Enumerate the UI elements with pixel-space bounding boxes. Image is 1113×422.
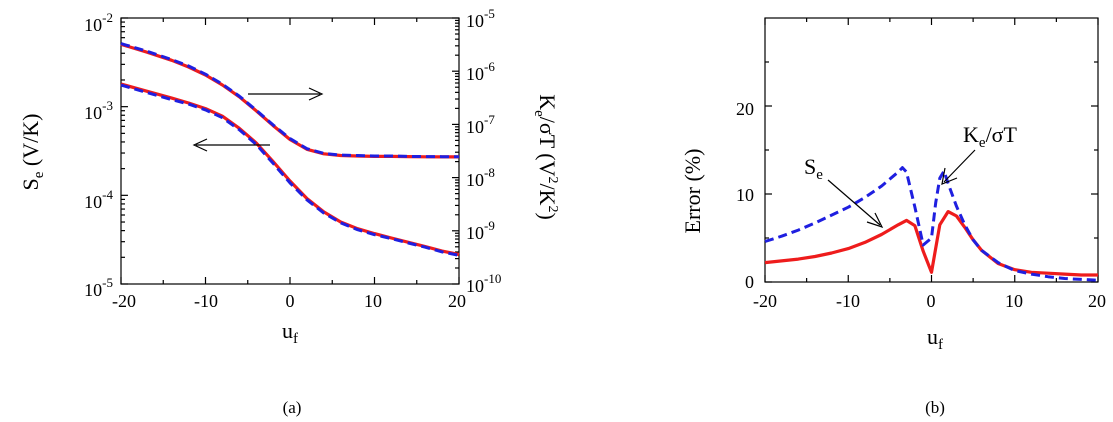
y-tick-label: 20 bbox=[736, 99, 754, 119]
se-annotation-label: Se bbox=[804, 154, 823, 183]
y-right-tick-label: 10-10 bbox=[466, 271, 501, 296]
y-tick-label: 10 bbox=[736, 185, 754, 205]
ke-annotation-arrow bbox=[941, 149, 976, 185]
x-tick-label: -20 bbox=[753, 291, 777, 311]
arrow-right-annotation bbox=[248, 87, 324, 101]
panel-b: 0 10 20 -20 -10 0 10 20 uf Error (%) Se … bbox=[680, 17, 1106, 417]
y-left-axis-label: Se (V/K) bbox=[18, 114, 47, 191]
series-line-left-red bbox=[120, 82, 460, 257]
y-tick-label: 0 bbox=[745, 272, 754, 292]
panel-b-frame bbox=[764, 17, 1099, 283]
y-right-axis-label: Ke/σT (V2/K2) bbox=[531, 94, 560, 220]
series-line-right-blue bbox=[120, 42, 460, 159]
panel-a-caption: (a) bbox=[283, 398, 302, 417]
x-tick-label: -20 bbox=[112, 291, 136, 311]
x-axis-label: uf bbox=[927, 324, 943, 353]
x-tick-label: -10 bbox=[836, 291, 860, 311]
y-left-tick-label: 10-5 bbox=[84, 275, 113, 300]
panel-b-caption: (b) bbox=[925, 398, 945, 417]
arrow-left-annotation bbox=[192, 138, 270, 152]
x-tick-label: 10 bbox=[1005, 291, 1023, 311]
y-left-tick-label: 10-2 bbox=[84, 10, 113, 35]
x-tick-label: 0 bbox=[286, 291, 295, 311]
panel-a: 10-2 10-3 10-4 10-5 10-5 10-6 10-7 10-8 … bbox=[18, 6, 560, 417]
y-axis-label: Error (%) bbox=[680, 149, 705, 234]
series-line-left-blue bbox=[120, 83, 460, 257]
ke-annotation-label: Ke/σT bbox=[963, 122, 1018, 151]
x-tick-label: 20 bbox=[448, 291, 466, 311]
y-right-tick-label: 10-5 bbox=[466, 6, 495, 31]
x-tick-label: 20 bbox=[1088, 291, 1106, 311]
y-right-tick-label: 10-6 bbox=[466, 59, 495, 84]
y-right-tick-label: 10-9 bbox=[466, 218, 495, 243]
error-line-blue bbox=[764, 166, 1099, 282]
x-tick-label: 0 bbox=[927, 291, 936, 311]
y-left-tick-label: 10-3 bbox=[84, 98, 113, 123]
se-annotation-arrow bbox=[827, 179, 884, 229]
x-tick-label: -10 bbox=[194, 291, 218, 311]
y-right-tick-label: 10-7 bbox=[466, 112, 495, 137]
x-tick-label: 10 bbox=[364, 291, 382, 311]
y-left-tick-label: 10-4 bbox=[84, 187, 113, 212]
x-axis-label: uf bbox=[282, 318, 298, 347]
error-line-red bbox=[764, 210, 1098, 277]
y-right-tick-label: 10-8 bbox=[466, 165, 495, 190]
